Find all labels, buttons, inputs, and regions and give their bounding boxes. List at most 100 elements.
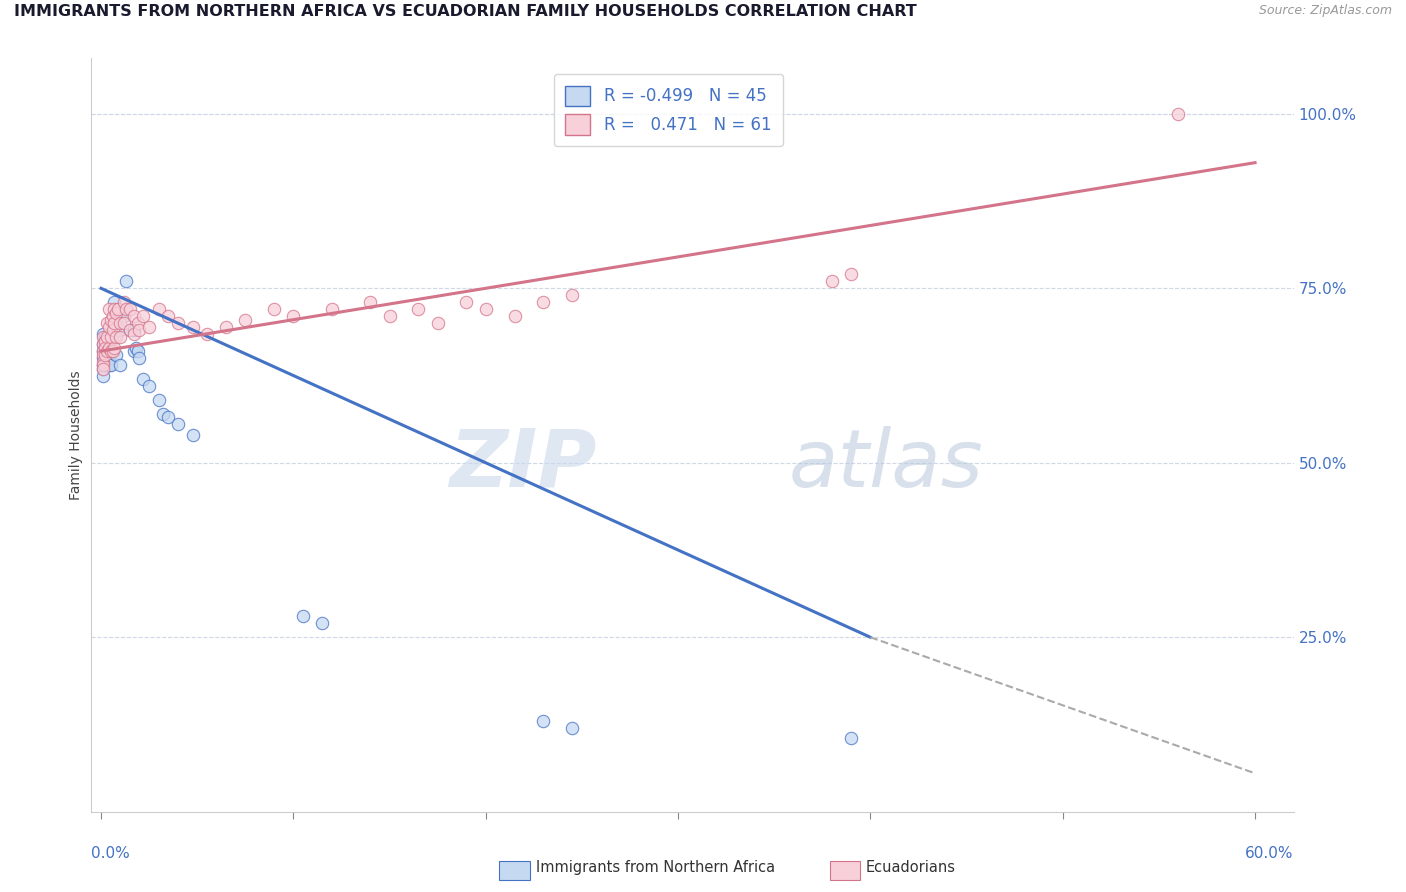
Point	[503, 309, 526, 323]
Point	[94, 330, 117, 344]
Point	[103, 295, 125, 310]
Point	[94, 344, 117, 359]
Point	[110, 358, 132, 372]
Point	[96, 351, 118, 365]
Point	[152, 407, 174, 421]
Point	[122, 323, 145, 337]
Point	[167, 417, 190, 432]
Point	[122, 326, 145, 341]
Point	[110, 316, 132, 330]
Point	[112, 316, 135, 330]
Point	[233, 312, 256, 326]
Point	[103, 341, 125, 355]
Text: Ecuadorians: Ecuadorians	[866, 860, 956, 874]
Point	[283, 309, 305, 323]
Point	[101, 344, 124, 359]
Point	[97, 319, 120, 334]
Point	[321, 302, 343, 317]
Point	[138, 379, 160, 393]
Point	[112, 295, 135, 310]
Point	[105, 306, 128, 320]
Point	[148, 392, 170, 407]
Point	[94, 334, 117, 348]
Point	[91, 358, 114, 372]
Point	[474, 302, 496, 317]
Point	[426, 316, 449, 330]
Point	[839, 268, 862, 282]
Point	[128, 323, 150, 337]
Point	[378, 309, 401, 323]
Point	[96, 330, 118, 344]
Point	[91, 330, 114, 344]
Text: 0.0%: 0.0%	[91, 846, 131, 861]
Point	[97, 351, 120, 365]
Point	[127, 344, 149, 359]
Point	[91, 344, 114, 359]
Point	[110, 323, 132, 337]
Point	[122, 309, 145, 323]
Point	[124, 341, 146, 355]
Point	[91, 337, 114, 351]
Text: ZIP: ZIP	[449, 426, 596, 504]
Point	[148, 302, 170, 317]
Point	[94, 351, 117, 365]
Point	[291, 609, 314, 624]
Point	[183, 428, 205, 442]
Point	[195, 326, 218, 341]
Point	[122, 344, 145, 359]
Point	[118, 302, 141, 317]
Point	[91, 361, 114, 376]
Point	[1167, 107, 1189, 121]
Point	[91, 344, 114, 359]
Point	[97, 341, 120, 355]
Point	[91, 348, 114, 362]
Point	[100, 344, 122, 359]
Point	[167, 316, 190, 330]
Point	[100, 358, 122, 372]
Point	[183, 319, 205, 334]
Point	[408, 302, 430, 317]
Text: IMMIGRANTS FROM NORTHERN AFRICA VS ECUADORIAN FAMILY HOUSEHOLDS CORRELATION CHAR: IMMIGRANTS FROM NORTHERN AFRICA VS ECUAD…	[14, 4, 917, 20]
Point	[127, 316, 149, 330]
Point	[100, 312, 122, 326]
Legend: R = -0.499   N = 45, R =   0.471   N = 61: R = -0.499 N = 45, R = 0.471 N = 61	[554, 74, 783, 146]
Point	[128, 351, 150, 365]
Point	[96, 337, 118, 351]
Point	[157, 309, 180, 323]
Point	[91, 361, 114, 376]
Point	[96, 344, 118, 359]
Point	[561, 288, 583, 302]
Point	[94, 337, 117, 351]
Point	[561, 721, 583, 735]
Point	[103, 330, 125, 344]
Point	[112, 309, 135, 323]
Point	[91, 358, 114, 372]
Text: 60.0%: 60.0%	[1246, 846, 1294, 861]
Point	[215, 319, 238, 334]
Point	[103, 302, 125, 317]
Point	[91, 354, 114, 368]
Point	[105, 316, 128, 330]
Point	[263, 302, 285, 317]
Point	[839, 731, 862, 746]
Point	[456, 295, 478, 310]
Point	[97, 358, 120, 372]
Point	[91, 326, 114, 341]
Text: Immigrants from Northern Africa: Immigrants from Northern Africa	[536, 860, 775, 874]
Point	[107, 302, 129, 317]
Point	[91, 337, 114, 351]
Point	[531, 295, 554, 310]
Text: Source: ZipAtlas.com: Source: ZipAtlas.com	[1258, 4, 1392, 18]
Point	[821, 274, 844, 288]
Y-axis label: Family Households: Family Households	[69, 370, 83, 500]
Point	[118, 323, 141, 337]
Point	[97, 302, 120, 317]
Point	[94, 348, 117, 362]
Point	[115, 274, 138, 288]
Point	[132, 372, 155, 386]
Point	[100, 330, 122, 344]
Point	[118, 323, 141, 337]
Point	[132, 309, 155, 323]
Point	[105, 348, 128, 362]
Point	[101, 323, 124, 337]
